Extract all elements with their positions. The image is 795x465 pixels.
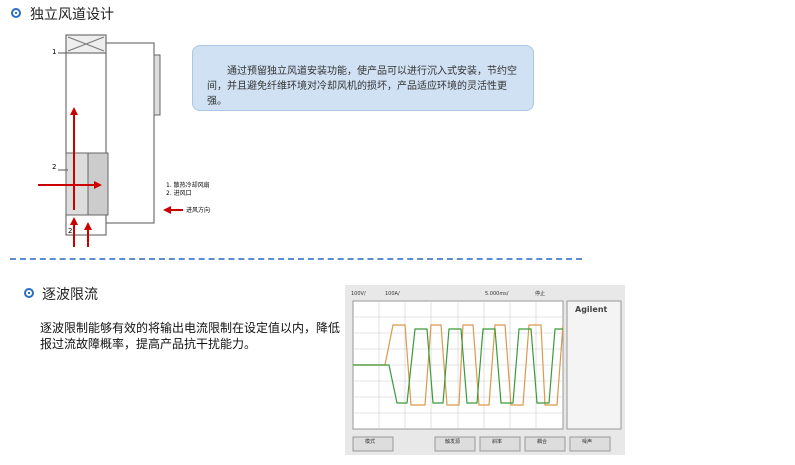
callout: 1 xyxy=(52,48,56,56)
callout: 2 xyxy=(52,163,56,171)
callout: 2 xyxy=(68,227,72,235)
softkey: 噪声 xyxy=(582,438,592,445)
description: 逐波限制能够有效的将输出电流限制在设定值以内，降低报过流故障概率，提高产品抗干扰… xyxy=(40,321,341,351)
airflow-diagram: 1 2 2 1. 散热冷却风扇 2. 进风口 进风方向 xyxy=(38,34,210,247)
scale-label: 5.000ms/ xyxy=(485,291,509,297)
divider xyxy=(10,258,582,260)
softkey: 耦合 xyxy=(537,438,547,445)
bullet-icon xyxy=(24,288,34,298)
arrow-label: 进风方向 xyxy=(186,206,210,214)
scale-label: 停止 xyxy=(535,290,545,297)
legend-item: 1. 散热冷却风扇 xyxy=(166,181,210,189)
section-title: 独立风道设计 xyxy=(30,7,114,23)
legend-item: 2. 进风口 xyxy=(166,189,192,197)
brand: Agilent xyxy=(575,305,608,314)
section-title: 逐波限流 xyxy=(42,287,98,303)
scale-label: 100A/ xyxy=(385,291,400,297)
softkey: 触发源 xyxy=(445,438,460,445)
oscilloscope-screenshot: Agilent 100V/ 100A/ 5.000ms/ 停止 模式 触发源 斜… xyxy=(345,285,625,455)
description-box: 通过预留独立风道安装功能，使产品可以进行沉入式安装，节约空间，并且避免纤维环境对… xyxy=(192,45,534,111)
bullet-icon xyxy=(11,8,21,18)
softkey: 斜率 xyxy=(492,438,502,445)
scale-label: 100V/ xyxy=(351,291,366,297)
softkey: 模式 xyxy=(365,438,375,445)
